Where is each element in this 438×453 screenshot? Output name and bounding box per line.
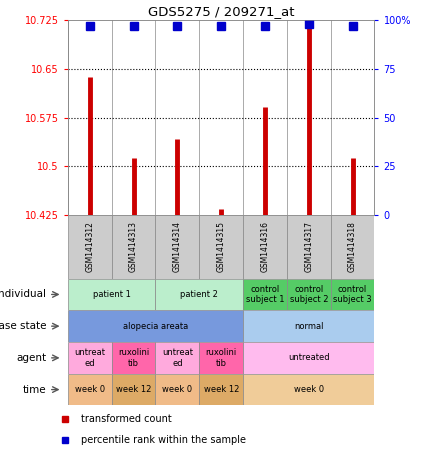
- Text: transformed count: transformed count: [81, 414, 172, 424]
- Text: control
subject 1: control subject 1: [246, 285, 284, 304]
- Text: patient 2: patient 2: [180, 290, 218, 299]
- Bar: [243, 342, 374, 374]
- Bar: [68, 215, 112, 279]
- Bar: [155, 215, 199, 279]
- Bar: [155, 342, 199, 374]
- Text: week 0: week 0: [162, 385, 192, 394]
- Bar: [331, 279, 374, 310]
- Text: control
subject 2: control subject 2: [290, 285, 328, 304]
- Text: GSM1414312: GSM1414312: [85, 222, 94, 272]
- Bar: [155, 374, 199, 405]
- Text: GSM1414315: GSM1414315: [217, 222, 226, 272]
- Text: GSM1414317: GSM1414317: [304, 222, 313, 272]
- Text: GSM1414313: GSM1414313: [129, 222, 138, 272]
- Bar: [68, 342, 112, 374]
- Text: normal: normal: [294, 322, 324, 331]
- Text: GSM1414318: GSM1414318: [348, 222, 357, 272]
- Text: GSM1414316: GSM1414316: [261, 222, 269, 272]
- Bar: [112, 374, 155, 405]
- Text: alopecia areata: alopecia areata: [123, 322, 188, 331]
- Bar: [243, 374, 374, 405]
- Bar: [199, 342, 243, 374]
- Text: disease state: disease state: [0, 321, 46, 331]
- Text: GSM1414314: GSM1414314: [173, 222, 182, 272]
- Bar: [287, 215, 331, 279]
- Bar: [287, 279, 331, 310]
- Bar: [199, 215, 243, 279]
- Text: ruxolini
tib: ruxolini tib: [205, 348, 237, 367]
- Bar: [243, 310, 374, 342]
- Text: control
subject 3: control subject 3: [333, 285, 372, 304]
- Bar: [331, 215, 374, 279]
- Bar: [112, 215, 155, 279]
- Text: untreat
ed: untreat ed: [162, 348, 193, 367]
- Text: individual: individual: [0, 289, 46, 299]
- Text: patient 1: patient 1: [93, 290, 131, 299]
- Title: GDS5275 / 209271_at: GDS5275 / 209271_at: [148, 5, 294, 18]
- Bar: [112, 342, 155, 374]
- Bar: [155, 279, 243, 310]
- Text: week 12: week 12: [204, 385, 239, 394]
- Text: week 0: week 0: [294, 385, 324, 394]
- Text: percentile rank within the sample: percentile rank within the sample: [81, 435, 246, 445]
- Bar: [243, 215, 287, 279]
- Text: week 0: week 0: [75, 385, 105, 394]
- Text: ruxolini
tib: ruxolini tib: [118, 348, 149, 367]
- Bar: [199, 374, 243, 405]
- Bar: [68, 310, 243, 342]
- Text: untreated: untreated: [288, 353, 330, 362]
- Text: untreat
ed: untreat ed: [74, 348, 105, 367]
- Text: week 12: week 12: [116, 385, 151, 394]
- Bar: [68, 279, 155, 310]
- Text: agent: agent: [16, 353, 46, 363]
- Text: time: time: [22, 385, 46, 395]
- Bar: [243, 279, 287, 310]
- Bar: [68, 374, 112, 405]
